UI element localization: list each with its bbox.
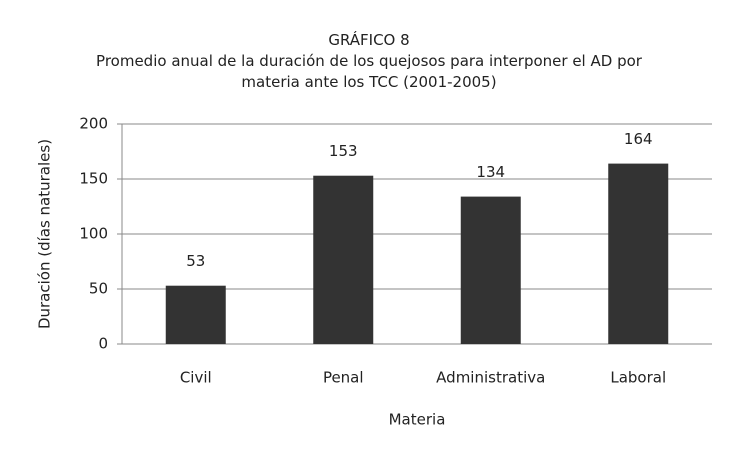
y-tick-label: 200 [79, 115, 108, 133]
header: GRÁFICO 8 Promedio anual de la duración … [0, 30, 738, 93]
bar [313, 175, 374, 344]
bar [608, 163, 669, 344]
data-label: 134 [476, 163, 505, 181]
bar [460, 196, 521, 344]
chart-subtitle: Promedio anual de la duración de los que… [96, 52, 642, 91]
x-tick-label: Civil [180, 369, 212, 387]
data-label: 153 [329, 142, 358, 160]
y-tick-label: 0 [98, 335, 108, 353]
data-label: 164 [624, 130, 653, 148]
y-tick-label: 100 [79, 225, 108, 243]
data-label: 53 [186, 252, 205, 270]
chart-title: GRÁFICO 8 [328, 31, 410, 49]
y-tick-label: 50 [89, 280, 108, 298]
x-axis-label: Materia [389, 411, 446, 429]
bar [165, 285, 226, 344]
x-tick-label: Laboral [610, 369, 666, 387]
y-axis-label: Duración (días naturales) [36, 139, 54, 329]
x-tick-label: Administrativa [436, 369, 545, 387]
y-tick-label: 150 [79, 170, 108, 188]
x-tick-label: Penal [323, 369, 364, 387]
